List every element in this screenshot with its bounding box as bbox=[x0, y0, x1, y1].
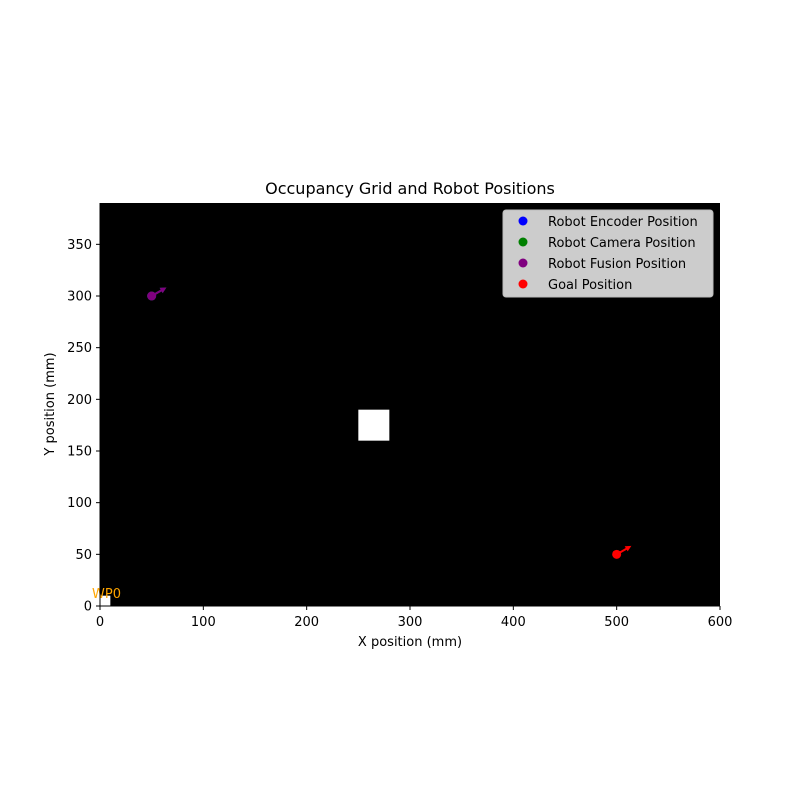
obstacle-cell-1 bbox=[100, 595, 111, 606]
legend-label-1: Robot Camera Position bbox=[548, 236, 696, 251]
x-axis-label: X position (mm) bbox=[358, 635, 462, 650]
x-axis: 0 100 200 300 400 500 600 bbox=[96, 606, 733, 630]
x-tick-label: 0 bbox=[96, 615, 104, 630]
y-tick-label: 350 bbox=[67, 238, 92, 253]
y-tick-label: 50 bbox=[75, 548, 92, 563]
x-tick-label: 600 bbox=[708, 615, 733, 630]
y-tick-label: 250 bbox=[67, 341, 92, 356]
legend-marker-1 bbox=[518, 237, 528, 247]
legend-marker-0 bbox=[518, 216, 528, 226]
waypoint-label-0: WP0 bbox=[92, 587, 121, 602]
legend-box bbox=[502, 209, 714, 298]
obstacle-cell-0 bbox=[358, 409, 390, 441]
y-tick-label: 150 bbox=[67, 445, 92, 460]
x-tick-label: 500 bbox=[604, 615, 629, 630]
y-tick-label: 200 bbox=[67, 393, 92, 408]
series-point-3 bbox=[612, 549, 622, 559]
x-tick-label: 400 bbox=[501, 615, 526, 630]
chart-title: Occupancy Grid and Robot Positions bbox=[265, 179, 555, 198]
x-tick-label: 100 bbox=[191, 615, 216, 630]
legend-label-0: Robot Encoder Position bbox=[548, 215, 698, 230]
legend-label-3: Goal Position bbox=[548, 278, 632, 293]
heading-arrowhead-3 bbox=[624, 545, 632, 552]
y-axis: 0 50 100 150 200 250 300 350 bbox=[67, 238, 100, 615]
legend-marker-3 bbox=[518, 279, 528, 289]
x-tick-label: 300 bbox=[398, 615, 423, 630]
series-point-2 bbox=[147, 291, 157, 301]
legend-label-2: Robot Fusion Position bbox=[548, 257, 686, 272]
heading-arrowhead-2 bbox=[159, 287, 167, 294]
y-tick-label: 0 bbox=[84, 600, 92, 615]
x-tick-label: 200 bbox=[294, 615, 319, 630]
legend: Robot Encoder Position Robot Camera Posit… bbox=[502, 209, 714, 298]
y-tick-label: 300 bbox=[67, 290, 92, 305]
legend-marker-2 bbox=[518, 258, 528, 268]
y-axis-label: Y position (mm) bbox=[43, 352, 58, 456]
y-tick-label: 100 bbox=[67, 496, 92, 511]
